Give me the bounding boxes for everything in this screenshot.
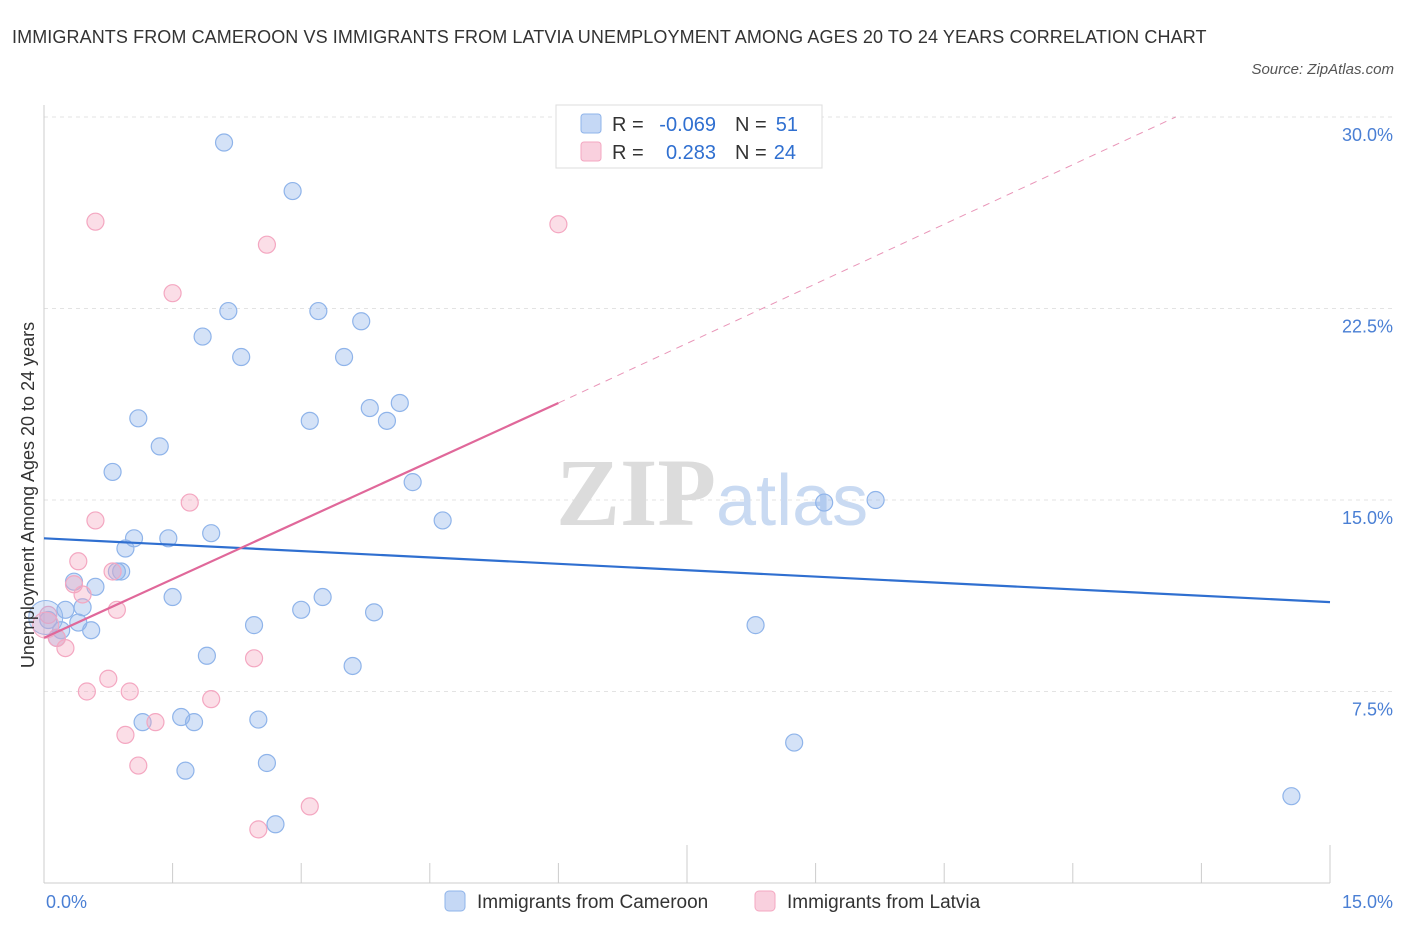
stats-r-label-cameroon: R = [612, 114, 644, 136]
cameroon-point-9 [103, 462, 122, 482]
x-tick-label-min: 0.0% [46, 892, 87, 912]
latvia-point-4 [69, 552, 88, 571]
latvia-point-7 [86, 511, 105, 530]
watermark: ZIPatlas [556, 439, 868, 546]
cameroon-point-33 [292, 600, 311, 619]
y-tick-labels: 7.5% 15.0% 22.5% 30.0% [1342, 125, 1393, 720]
stats-n-value-cameroon: 51 [776, 114, 798, 136]
stats-r-value-cameroon: -0.069 [659, 114, 716, 136]
cameroon-point-25 [214, 133, 234, 152]
legend-swatch-latvia [754, 890, 776, 912]
cameroon-point-0 [39, 610, 58, 630]
latvia-point-6 [77, 682, 96, 701]
latvia-point-10 [103, 562, 122, 581]
cameroon-point-41 [364, 603, 384, 622]
cameroon-point-47 [785, 733, 804, 752]
latvia-point-17 [180, 493, 199, 512]
cameroon-point-13 [124, 529, 144, 548]
stats-n-label-cameroon: N = [735, 114, 767, 136]
x-tick-label-max: 15.0% [1342, 892, 1393, 912]
latvia-trend-line-extension [558, 116, 1176, 404]
y-tick-label-0: 7.5% [1352, 700, 1393, 720]
cameroon-point-39 [352, 312, 371, 331]
cameroon-point-30 [257, 753, 277, 773]
cameroon-point-28 [244, 616, 264, 635]
cameroon-trend-line [43, 537, 1331, 604]
cameroon-point-35 [309, 301, 328, 321]
cameroon-point-7 [82, 621, 101, 640]
gridlines [44, 116, 1393, 692]
cameroon-point-34 [300, 411, 319, 430]
cameroon-point-31 [266, 815, 285, 834]
y-tick-label-2: 22.5% [1342, 317, 1393, 337]
cameroon-point-20 [176, 761, 195, 780]
stats-legend: R = -0.069 N = 51 R = 0.283 N = 24 [555, 104, 823, 169]
cameroon-point-14 [129, 409, 148, 428]
cameroon-point-22 [193, 327, 212, 346]
cameroon-point-48 [815, 493, 834, 512]
chart-source: Source: ZipAtlas.com [1251, 61, 1394, 78]
legend-label-cameroon: Immigrants from Cameroon [477, 892, 708, 913]
cameroon-point-44 [403, 473, 422, 492]
cameroon-point-46 [746, 616, 765, 635]
cameroon-point-49 [866, 490, 885, 510]
cameroon-point-29 [249, 710, 268, 729]
latvia-point-21 [257, 235, 277, 254]
cameroon-point-32 [283, 181, 302, 201]
cameroon-point-50 [1282, 787, 1301, 806]
latvia-point-16 [163, 284, 182, 303]
latvia-point-20 [249, 820, 268, 839]
latvia-point-23 [549, 215, 568, 234]
stats-n-label-latvia: N = [735, 142, 767, 164]
latvia-point-2 [56, 638, 75, 658]
latvia-point-14 [129, 756, 148, 775]
latvia-point-8 [86, 212, 105, 231]
stats-r-label-latvia: R = [612, 142, 644, 164]
cameroon-point-45 [433, 511, 452, 530]
cameroon-point-38 [343, 656, 362, 676]
chart-title: IMMIGRANTS FROM CAMEROON VS IMMIGRANTS F… [12, 27, 1207, 47]
cameroon-point-24 [202, 524, 221, 543]
stats-swatch-latvia [580, 141, 602, 162]
cameroon-point-26 [219, 301, 238, 321]
cameroon-point-27 [232, 347, 251, 367]
cameroon-point-6 [73, 598, 92, 617]
y-axis-label: Unemployment Among Ages 20 to 24 years [18, 322, 38, 668]
latvia-point-13 [120, 682, 139, 701]
cameroon-point-42 [377, 411, 397, 430]
cameroon-point-37 [334, 347, 354, 367]
y-tick-label-1: 15.0% [1342, 508, 1393, 528]
y-tick-label-3: 30.0% [1342, 125, 1393, 145]
latvia-point-9 [99, 669, 118, 688]
cameroon-point-21 [184, 713, 204, 732]
data-points [28, 133, 1301, 839]
latvia-point-0 [39, 605, 58, 625]
latvia-point-15 [146, 713, 165, 732]
cameroon-cluster-point [28, 599, 64, 635]
cameroon-point-10 [107, 562, 126, 581]
cameroon-point-17 [159, 529, 178, 548]
latvia-point-22 [300, 797, 319, 816]
cameroon-point-40 [360, 398, 379, 418]
trend-lines [43, 116, 1331, 639]
latvia-trend-line [43, 401, 559, 639]
latvia-point-18 [202, 690, 221, 709]
stats-r-value-latvia: 0.283 [666, 142, 716, 164]
legend-label-latvia: Immigrants from Latvia [787, 892, 981, 913]
cameroon-point-18 [163, 587, 182, 607]
latvia-point-19 [244, 649, 264, 668]
stats-swatch-cameroon [580, 113, 602, 134]
latvia-point-5 [73, 585, 92, 604]
legend-swatch-cameroon [444, 890, 466, 912]
latvia-point-12 [116, 725, 135, 745]
cameroon-point-23 [197, 646, 216, 665]
cameroon-point-36 [313, 587, 332, 607]
cameroon-point-15 [133, 713, 152, 732]
cameroon-point-43 [390, 393, 409, 413]
cameroon-point-16 [150, 437, 169, 456]
x-tick-marks [43, 845, 1331, 883]
series-legend: Immigrants from Cameroon Immigrants from… [444, 890, 981, 913]
stats-n-value-latvia: 24 [774, 142, 796, 164]
